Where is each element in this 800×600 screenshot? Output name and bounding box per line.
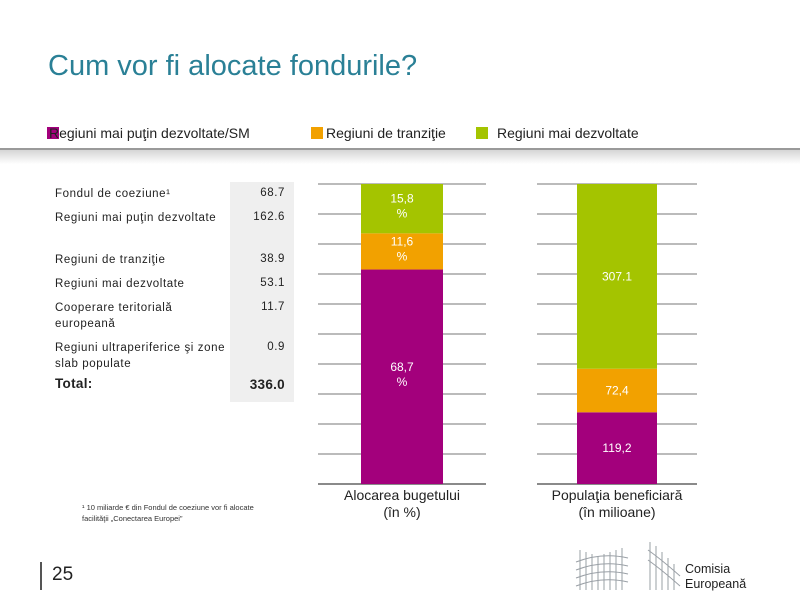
legend-label-less-developed: Regiuni mai puţin dezvoltate/SM xyxy=(49,125,250,141)
table-row-label: Regiuni mai puţin dezvoltate xyxy=(55,212,217,224)
table-total-row: Total: 336.0 xyxy=(48,372,294,402)
data-label: 72,4 xyxy=(605,384,629,398)
legend: Regiuni mai puţin dezvoltate/SM Regiuni … xyxy=(0,125,800,145)
table-row: Regiuni de tranziţie 38.9 xyxy=(48,248,294,272)
european-commission-logo-icon xyxy=(575,542,681,590)
table-row-value: 162.6 xyxy=(230,206,294,248)
table-row: Regiuni ultraperiferice şi zone slab pop… xyxy=(48,336,294,372)
category-label: (în %) xyxy=(383,504,420,520)
category-label: Populaţia beneficiară xyxy=(552,487,683,503)
data-label: 11,6% xyxy=(391,234,414,263)
table-row-label: Regiuni ultraperiferice şi zone slab pop… xyxy=(55,342,226,370)
bar-segment xyxy=(361,184,443,234)
table-row-label: Regiuni mai dezvoltate xyxy=(55,278,185,290)
table-row: Cooperare teritorială europeană 11.7 xyxy=(48,296,294,336)
table-row-label: Cooperare teritorială europeană xyxy=(55,302,173,330)
table-row: Regiuni mai dezvoltate 53.1 xyxy=(48,272,294,296)
page-title: Cum vor fi alocate fondurile? xyxy=(48,50,418,82)
bar-segment xyxy=(577,368,657,413)
legend-swatch-more-developed xyxy=(476,127,488,139)
page-number: 25 xyxy=(52,564,74,585)
legend-swatch-transition xyxy=(311,127,323,139)
table-row-value: 53.1 xyxy=(230,272,294,296)
bar-segment xyxy=(361,269,443,484)
bar-segment xyxy=(577,412,657,484)
table-row-value: 11.7 xyxy=(230,296,294,336)
legend-item-more-developed: Regiuni mai dezvoltate xyxy=(476,125,639,141)
table-row: Regiuni mai puţin dezvoltate 162.6 xyxy=(48,206,294,248)
category-label: Alocarea bugetului xyxy=(344,487,460,503)
legend-swatch-less-developed xyxy=(47,127,59,139)
table-row-value: 0.9 xyxy=(230,336,294,372)
data-label: 307.1 xyxy=(602,269,632,283)
table-row-value: 68.7 xyxy=(230,182,294,206)
data-label: 119,2 xyxy=(602,441,631,455)
table-row-label: Fondul de coeziune¹ xyxy=(55,188,171,200)
table-row-value: 38.9 xyxy=(230,248,294,272)
legend-item-transition: Regiuni de tranziţie xyxy=(311,125,446,141)
table-total-label: Total: xyxy=(55,376,93,391)
logo-line-1: Comisia xyxy=(685,562,731,576)
footnote: ¹ 10 miliarde € din Fondul de coeziune v… xyxy=(82,503,254,523)
data-label: 15,8% xyxy=(390,192,414,221)
table-total-value: 336.0 xyxy=(230,372,294,402)
header-divider xyxy=(0,148,800,164)
page-number-divider xyxy=(40,562,42,590)
table-row-label: Regiuni de tranziţie xyxy=(55,254,166,266)
logo-text: Comisia Europeană xyxy=(685,562,746,592)
allocation-table: Fondul de coeziune¹ 68.7 Regiuni mai puţ… xyxy=(48,182,294,402)
category-label: (în milioane) xyxy=(578,504,655,520)
legend-item-less-developed: Regiuni mai puţin dezvoltate/SM xyxy=(47,125,250,141)
legend-label-transition: Regiuni de tranziţie xyxy=(326,125,446,141)
table-row: Fondul de coeziune¹ 68.7 xyxy=(48,182,294,206)
legend-label-more-developed: Regiuni mai dezvoltate xyxy=(497,125,639,141)
bar-segment xyxy=(361,233,443,270)
data-label: 68,7% xyxy=(390,360,414,389)
logo-line-2: Europeană xyxy=(685,577,747,591)
bar-segment xyxy=(577,184,657,369)
